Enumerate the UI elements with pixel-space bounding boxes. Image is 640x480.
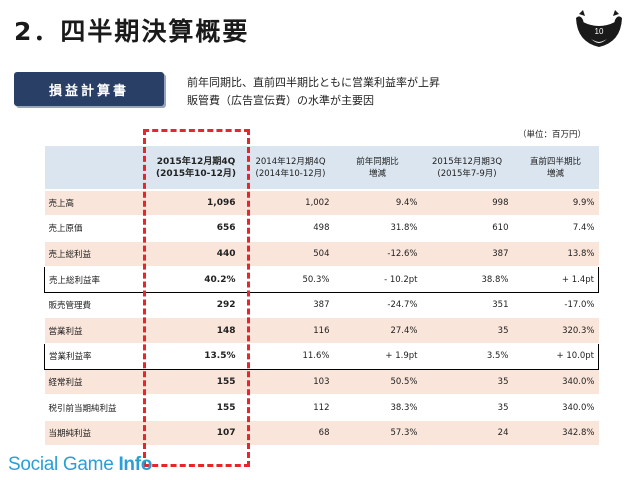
table-cell: 35 bbox=[421, 369, 513, 396]
boat-icon bbox=[576, 10, 622, 47]
table-cell: + 1.9pt bbox=[333, 343, 422, 370]
highlight-cell: 155 bbox=[144, 394, 248, 421]
table-cell: 11.6% bbox=[247, 343, 334, 370]
table-cell: 112 bbox=[247, 394, 334, 421]
page-number: 10 bbox=[594, 27, 604, 36]
income-statement-table: 2015年12月期4Q (2015年10-12月) 2014年12月期4Q (201… bbox=[44, 146, 599, 447]
highlight-cell: 148 bbox=[144, 317, 248, 345]
row-label: 経常利益 bbox=[44, 369, 145, 396]
table-cell: 1,002 bbox=[247, 190, 334, 217]
table-cell: 116 bbox=[247, 317, 334, 345]
table-cell: 610 bbox=[421, 215, 513, 242]
row-label: 営業利益率 bbox=[44, 343, 145, 370]
table-cell: + 10.0pt bbox=[512, 343, 599, 370]
table-cell: -24.7% bbox=[333, 292, 422, 319]
row-label: 当期純利益 bbox=[44, 420, 145, 447]
table-cell: 24 bbox=[421, 420, 513, 447]
table-cell: 68 bbox=[247, 420, 334, 447]
page-badge: 10 bbox=[574, 8, 624, 48]
table-row: 営業利益 148 116 27.4% 35 320.3% bbox=[44, 317, 599, 345]
table-cell: 35 bbox=[421, 394, 513, 421]
highlight-cell: 1,096 bbox=[144, 190, 248, 217]
table-cell: 38.8% bbox=[421, 266, 513, 293]
highlight-cell: 40.2% bbox=[144, 266, 248, 293]
row-label: 税引前当期純利益 bbox=[44, 394, 145, 421]
table-cell: 342.8% bbox=[512, 420, 599, 447]
header-cell: 直前四半期比 増減 bbox=[512, 146, 599, 191]
table-cell: 387 bbox=[247, 292, 334, 319]
table-cell: 35 bbox=[421, 317, 513, 345]
row-label: 売上原価 bbox=[44, 215, 145, 242]
highlight-cell: 107 bbox=[144, 420, 248, 447]
table-cell: -17.0% bbox=[512, 292, 599, 319]
table-cell: 9.9% bbox=[512, 190, 599, 217]
row-label: 売上総利益率 bbox=[44, 266, 145, 293]
header-cell-label bbox=[44, 146, 145, 191]
table-row: 営業利益率 13.5% 11.6% + 1.9pt 3.5% + 10.0pt bbox=[44, 343, 599, 370]
table-row: 当期純利益 107 68 57.3% 24 342.8% bbox=[44, 420, 599, 447]
table-cell: 50.3% bbox=[247, 266, 334, 293]
highlight-cell: 292 bbox=[144, 292, 248, 319]
row-label: 営業利益 bbox=[44, 317, 145, 345]
header-cell: 前年同期比 増減 bbox=[333, 146, 422, 191]
table-row: 売上総利益 440 504 -12.6% 387 13.8% bbox=[44, 241, 599, 268]
table-cell: 498 bbox=[247, 215, 334, 242]
table-row: 売上原価 656 498 31.8% 610 7.4% bbox=[44, 215, 599, 242]
table-cell: 103 bbox=[247, 369, 334, 396]
table-cell: 7.4% bbox=[512, 215, 599, 242]
slide-title: 2．四半期決算概要 bbox=[14, 17, 250, 46]
table-row: 売上総利益率 40.2% 50.3% - 10.2pt 38.8% + 1.4pt bbox=[44, 266, 599, 293]
highlight-cell: 13.5% bbox=[144, 343, 248, 370]
highlight-cell: 155 bbox=[144, 369, 248, 396]
table-cell: 9.4% bbox=[333, 190, 422, 217]
row-label: 売上総利益 bbox=[44, 241, 145, 268]
header-cell: 2015年12月期4Q (2015年10-12月) bbox=[144, 146, 248, 191]
table-cell: 38.3% bbox=[333, 394, 422, 421]
header-cell: 2014年12月期4Q (2014年10-12月) bbox=[247, 146, 334, 191]
table-cell: 340.0% bbox=[512, 369, 599, 396]
table-cell: 3.5% bbox=[421, 343, 513, 370]
table-header-row: 2015年12月期4Q (2015年10-12月) 2014年12月期4Q (201… bbox=[44, 146, 599, 191]
summary-text: 前年同期比、直前四半期比ともに営業利益率が上昇 販管費（広告宣伝費）の水準が主要… bbox=[187, 74, 440, 110]
watermark: Social Game Info bbox=[8, 454, 153, 475]
table-cell: 13.8% bbox=[512, 241, 599, 268]
table-row: 売上高 1,096 1,002 9.4% 998 9.9% bbox=[44, 190, 599, 217]
table-cell: 340.0% bbox=[512, 394, 599, 421]
highlight-cell: 440 bbox=[144, 241, 248, 268]
row-label: 販売管理費 bbox=[44, 292, 145, 319]
table-cell: 50.5% bbox=[333, 369, 422, 396]
table-cell: 998 bbox=[421, 190, 513, 217]
table-cell: 351 bbox=[421, 292, 513, 319]
table-row: 販売管理費 292 387 -24.7% 351 -17.0% bbox=[44, 292, 599, 319]
table-cell: 320.3% bbox=[512, 317, 599, 345]
summary-line: 前年同期比、直前四半期比ともに営業利益率が上昇 bbox=[187, 76, 440, 89]
row-label: 売上高 bbox=[44, 190, 145, 217]
table-cell: 27.4% bbox=[333, 317, 422, 345]
table-cell: 504 bbox=[247, 241, 334, 268]
section-label: 損益計算書 bbox=[14, 72, 164, 106]
highlight-cell: 656 bbox=[144, 215, 248, 242]
summary-line: 販管費（広告宣伝費）の水準が主要因 bbox=[187, 94, 374, 107]
table-row: 税引前当期純利益 155 112 38.3% 35 340.0% bbox=[44, 394, 599, 421]
header-cell: 2015年12月期3Q (2015年7-9月) bbox=[421, 146, 513, 191]
table-row: 経常利益 155 103 50.5% 35 340.0% bbox=[44, 369, 599, 396]
table-cell: 31.8% bbox=[333, 215, 422, 242]
unit-note: （単位：百万円） bbox=[518, 130, 587, 140]
table-cell: 387 bbox=[421, 241, 513, 268]
table-cell: + 1.4pt bbox=[512, 266, 599, 293]
table-cell: - 10.2pt bbox=[333, 266, 422, 293]
table-cell: 57.3% bbox=[333, 420, 422, 447]
table-cell: -12.6% bbox=[333, 241, 422, 268]
